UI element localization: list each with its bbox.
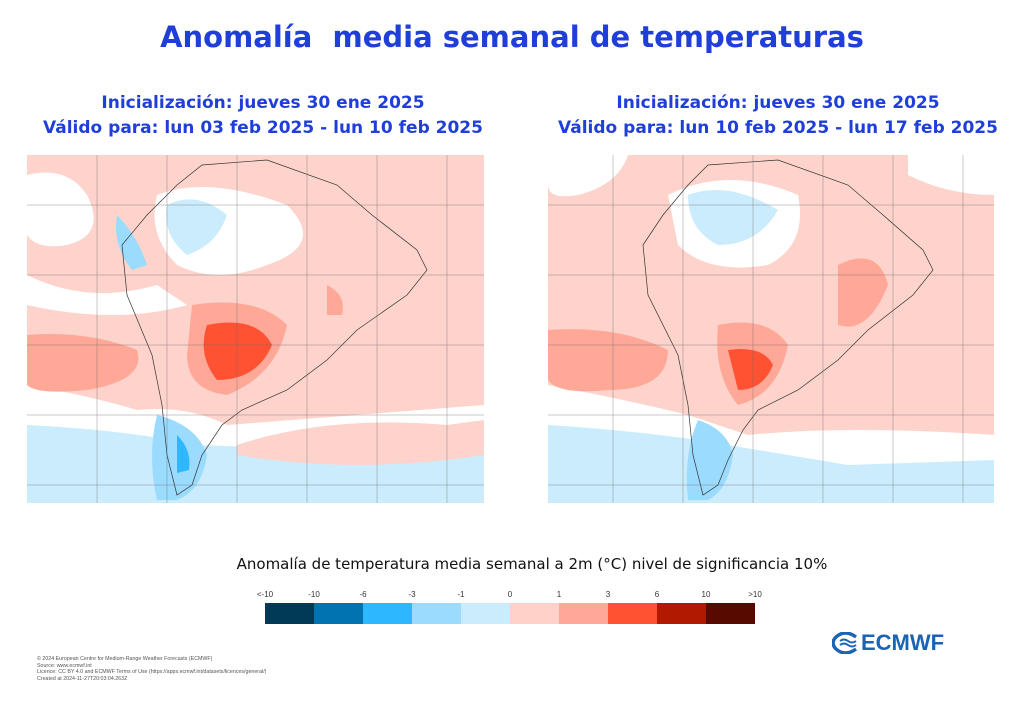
colorbar-swatch bbox=[412, 603, 461, 624]
page-title: Anomalía media semanal de temperaturas bbox=[160, 20, 864, 54]
colorbar-label: >10 bbox=[748, 590, 762, 599]
footer-copyright: © 2024 European Centre for Medium-Range … bbox=[37, 656, 213, 662]
colorbar-label: -6 bbox=[359, 590, 367, 599]
colorbar-label: 6 bbox=[654, 590, 660, 599]
footer-credits: © 2024 European Centre for Medium-Range … bbox=[37, 656, 266, 682]
colorbar-label: -1 bbox=[457, 590, 465, 599]
colorbar-label: <-10 bbox=[256, 590, 274, 599]
footer-source: Source: www.ecmwf.int bbox=[37, 662, 92, 669]
ecmwf-logo-text: ECMWF bbox=[861, 630, 945, 655]
panel-1-init: Inicialización: jueves 30 ene 2025 bbox=[101, 93, 425, 113]
footer-created: Created at 2024-11-27T20:03:04.263Z bbox=[37, 675, 128, 682]
footer-licence: Licence: CC BY 4.0 and ECMWF Terms of Us… bbox=[37, 669, 267, 675]
colorbar-swatch bbox=[657, 603, 706, 624]
colorbar-label: -10 bbox=[308, 590, 320, 599]
anomaly-map-week-2 bbox=[548, 155, 994, 503]
colorbar-label: 1 bbox=[556, 590, 562, 599]
colorbar-swatch bbox=[461, 603, 510, 624]
colorbar-swatch bbox=[608, 603, 657, 624]
colorbar-label: 3 bbox=[605, 590, 611, 599]
panel-2-valid: Válido para: lun 10 feb 2025 - lun 17 fe… bbox=[558, 118, 998, 138]
graticule bbox=[548, 155, 994, 503]
colorbar-label: 10 bbox=[701, 590, 711, 599]
anomaly-map-week-1 bbox=[27, 155, 484, 503]
colorbar-swatch bbox=[363, 603, 412, 624]
colorbar-swatch bbox=[314, 603, 363, 624]
panel-2-init: Inicialización: jueves 30 ene 2025 bbox=[616, 93, 940, 113]
colorbar-swatch bbox=[559, 603, 608, 624]
colorbar bbox=[265, 603, 755, 624]
colorbar-swatch bbox=[706, 603, 755, 624]
ecmwf-logo-icon bbox=[832, 632, 858, 654]
legend-caption: Anomalía de temperatura media semanal a … bbox=[236, 555, 828, 573]
panel-1-valid: Válido para: lun 03 feb 2025 - lun 10 fe… bbox=[43, 118, 483, 138]
graticule bbox=[27, 155, 484, 503]
panel-2-header: Inicialización: jueves 30 ene 2025 Válid… bbox=[518, 91, 1024, 141]
colorbar-labels: <-10 -10 -6 -3 -1 0 1 3 6 10 >10 bbox=[250, 590, 770, 599]
panel-1-header: Inicialización: jueves 30 ene 2025 Válid… bbox=[3, 91, 523, 141]
colorbar-swatch bbox=[510, 603, 559, 624]
colorbar-label: 0 bbox=[507, 590, 513, 599]
colorbar-label: -3 bbox=[408, 590, 416, 599]
ecmwf-logo: ECMWF bbox=[832, 630, 944, 656]
colorbar-swatch bbox=[265, 603, 314, 624]
